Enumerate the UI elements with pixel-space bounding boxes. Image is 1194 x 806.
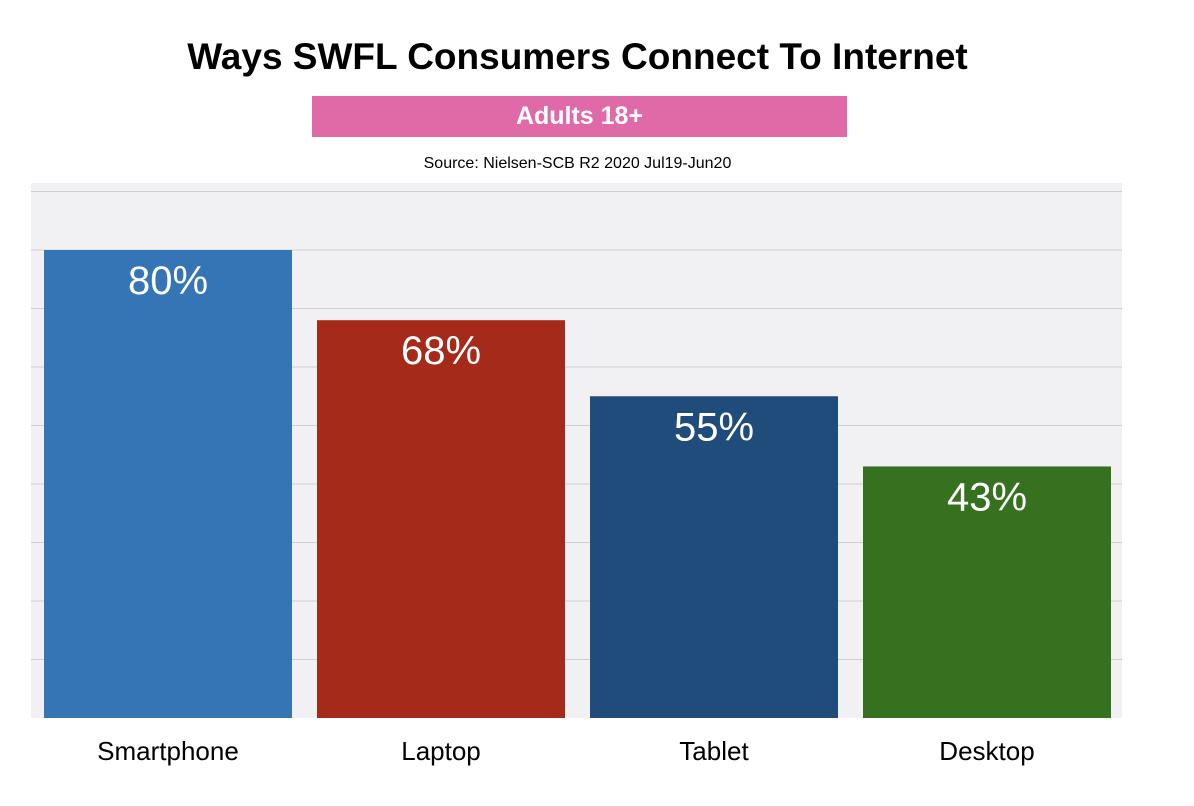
bar-tablet	[590, 396, 838, 718]
chart-subtitle-badge: Adults 18+	[312, 96, 847, 137]
chart-title: Ways SWFL Consumers Connect To Internet	[187, 36, 968, 77]
bars	[44, 250, 1111, 718]
bar-smartphone	[44, 250, 292, 718]
x-tick-label-smartphone: Smartphone	[97, 736, 239, 766]
bar-desktop	[863, 466, 1111, 718]
data-label-desktop: 43%	[947, 475, 1027, 519]
x-tick-label-tablet: Tablet	[679, 736, 749, 766]
data-labels: 80% 68% 55% 43%	[128, 259, 1027, 519]
x-tick-label-desktop: Desktop	[939, 736, 1034, 766]
x-tick-label-laptop: Laptop	[401, 736, 481, 766]
bar-laptop	[317, 320, 565, 718]
data-label-tablet: 55%	[674, 405, 754, 449]
chart-source-note: Source: Nielsen-SCB R2 2020 Jul19-Jun20	[423, 155, 732, 172]
data-label-laptop: 68%	[401, 329, 481, 373]
data-label-smartphone: 80%	[128, 259, 208, 303]
x-axis: Smartphone Laptop Tablet Desktop	[97, 736, 1035, 766]
